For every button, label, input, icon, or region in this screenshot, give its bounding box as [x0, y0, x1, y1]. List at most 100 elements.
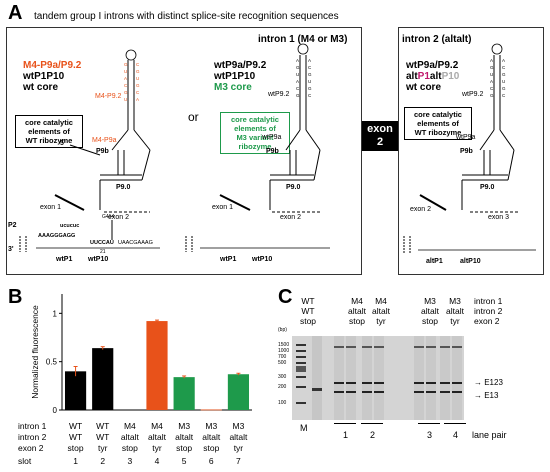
e13-band [440, 391, 450, 393]
gel-row-label: exon 2 [474, 316, 500, 326]
sample-lane [374, 336, 384, 420]
svg-text:G: G [502, 86, 506, 91]
sample-lane [426, 336, 436, 420]
panel-c-label: C [278, 286, 293, 308]
left-exon1: exon 1 [40, 204, 62, 211]
bar [92, 348, 114, 410]
band-label-e123: → E123 [474, 378, 503, 387]
row-value: M4 [151, 421, 163, 431]
svg-text:G: G [308, 86, 312, 91]
mid-core-line3: M3 variant [236, 133, 274, 142]
ladder-size-label: 500 [278, 360, 287, 366]
left-p90: P9.0 [116, 184, 131, 191]
intron1-header: intron 1 (M4 or M3) [258, 34, 348, 45]
slot-label: 6 [209, 456, 214, 466]
y-axis-label: Normalized fluorescence [30, 305, 40, 399]
bp-label: (bp) [278, 327, 287, 333]
e123-band [334, 382, 344, 384]
svg-text:U: U [502, 79, 505, 84]
ladder-band [296, 362, 306, 364]
ladder-size-label: 1500 [278, 342, 290, 348]
gel-group-exon2: stop [348, 316, 366, 326]
right-core-line2: elements of [417, 119, 459, 128]
gel-group-header: M3 altalt tyr [443, 296, 467, 326]
mid-exon1: exon 1 [212, 204, 234, 211]
svg-text:G: G [124, 90, 128, 95]
exon2-tag-line1: exon [367, 123, 393, 135]
intron2-panel-box [398, 27, 544, 275]
bar [200, 409, 222, 411]
e13-band [374, 391, 384, 393]
svg-text:A: A [296, 58, 299, 63]
lane-pair-bracket [418, 423, 440, 424]
row-value: tyr [98, 443, 108, 453]
or-text: or [188, 110, 199, 124]
e13-band [346, 391, 356, 393]
left-five-prime: 5' [60, 140, 66, 147]
slot-label: 7 [236, 456, 241, 466]
right-core-line3: WT ribozyme [414, 128, 462, 137]
row-value: WT [96, 432, 109, 442]
left-exon2: exon 2 [108, 214, 130, 221]
svg-text:U: U [296, 72, 299, 77]
right-p90: P9.0 [480, 184, 495, 191]
bar [173, 377, 195, 410]
upper-band [362, 346, 372, 348]
lane-pair-bracket [334, 423, 356, 424]
row-label: slot [18, 456, 32, 466]
svg-text:C: C [308, 93, 312, 98]
left-p9b: P9b [96, 148, 109, 155]
right-p9b: P9b [460, 148, 473, 155]
panel-b-label: B [8, 286, 23, 308]
exon2-tag: exon 2 [362, 121, 398, 151]
right-p1: P1 [417, 71, 430, 82]
row-value: altalt [148, 432, 167, 442]
gel-image [292, 336, 464, 420]
gel-group-header: M4 altalt tyr [369, 296, 393, 326]
ladder-size-label: 700 [278, 354, 287, 360]
left-p2: P2 [8, 222, 17, 229]
gel-group-header: WT WT stop [296, 296, 320, 326]
svg-text:G: G [136, 83, 140, 88]
row-value: stop [68, 443, 84, 453]
ladder-size-label: 300 [278, 374, 287, 380]
ladder-size-label: 200 [278, 384, 287, 390]
svg-text:A: A [308, 58, 311, 63]
svg-text:C: C [296, 86, 300, 91]
sample-lane [440, 336, 450, 420]
left-seq-mid: UUCCAU [90, 240, 114, 246]
sample-lane [346, 336, 356, 420]
row-value: WT [69, 432, 82, 442]
svg-text:U: U [124, 69, 127, 74]
left-m4p92: M4-P9.2 [95, 93, 122, 100]
mid-core-line2: elements of [234, 124, 276, 133]
right-exon3: exon 3 [488, 214, 510, 221]
ladder-band [296, 350, 306, 352]
slot-label: 2 [100, 456, 105, 466]
svg-text:A: A [490, 79, 493, 84]
e123-band [452, 382, 462, 384]
svg-text:A: A [136, 97, 139, 102]
left-line1: M4-P9a/P9.2 [23, 60, 82, 71]
sample-lane [452, 336, 462, 420]
ladder-band [296, 376, 306, 378]
panel-a-title: tandem group I introns with distinct spl… [34, 11, 339, 22]
ladder-band [296, 402, 306, 404]
gel-group-intron1: M4 [351, 296, 363, 306]
e13-band [334, 391, 344, 393]
svg-text:G: G [296, 65, 300, 70]
svg-text:A: A [296, 79, 299, 84]
sample-lane [362, 336, 372, 420]
svg-text:C: C [124, 83, 128, 88]
sample-lane [414, 336, 424, 420]
row-label: exon 2 [18, 443, 44, 453]
svg-text:A: A [502, 58, 505, 63]
right-altp1: altP1 [426, 258, 443, 265]
left-wtp10: wtP10 [88, 256, 109, 263]
left-core-line2: elements of [28, 127, 70, 136]
lane-pair-number: 1 [343, 430, 349, 440]
mid-p92: wtP9.2 [268, 91, 290, 98]
left-core-line1: core catalytic [25, 118, 73, 127]
left-seq-right: UAACGAAAG [118, 240, 153, 246]
